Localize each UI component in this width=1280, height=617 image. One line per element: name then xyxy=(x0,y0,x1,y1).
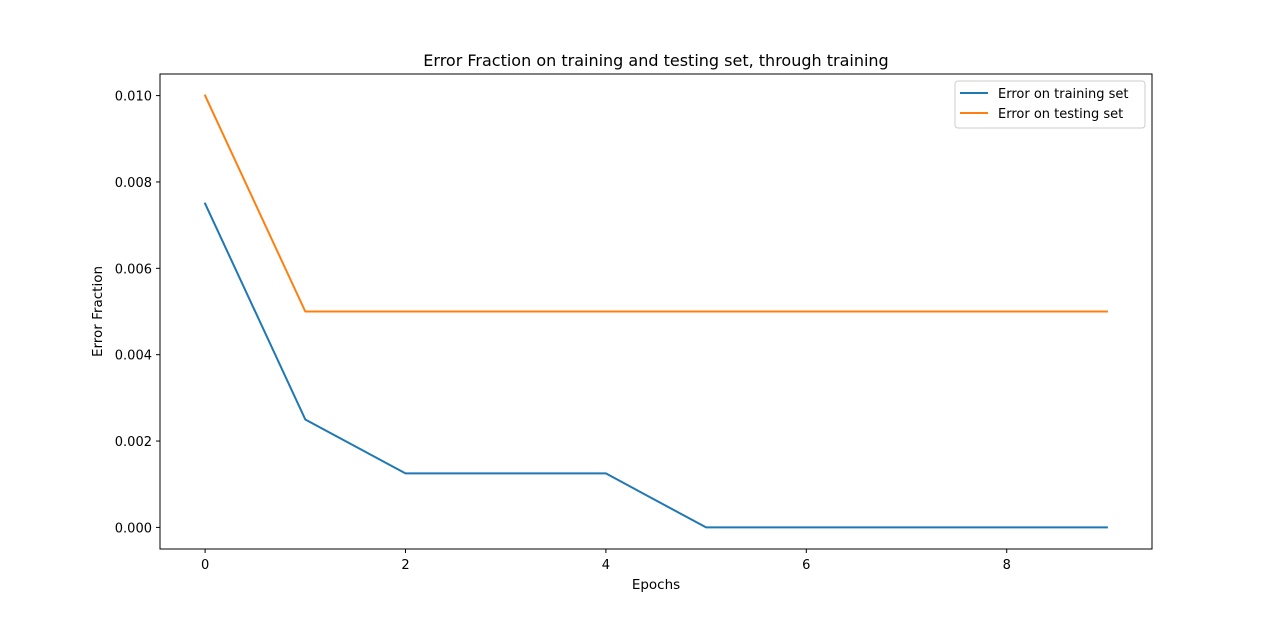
x-tick-label: 4 xyxy=(602,558,610,573)
x-tick-label: 0 xyxy=(201,558,209,573)
x-tick-label: 8 xyxy=(1003,558,1011,573)
x-axis-ticks: 0 2 4 6 8 xyxy=(201,549,1011,573)
x-tick-label: 2 xyxy=(401,558,409,573)
legend-label: Error on training set xyxy=(998,87,1129,102)
y-tick-label: 0.004 xyxy=(115,349,152,364)
y-tick-label: 0.000 xyxy=(115,521,152,536)
legend-label: Error on testing set xyxy=(998,107,1123,122)
plot-area xyxy=(203,94,1108,529)
axes-frame xyxy=(159,73,1153,550)
y-tick-label: 0.002 xyxy=(115,435,152,450)
y-tick-label: 0.006 xyxy=(115,262,152,277)
x-tick-label: 6 xyxy=(802,558,810,573)
y-axis-label: Error Fraction xyxy=(90,266,106,357)
y-tick-label: 0.010 xyxy=(115,90,152,105)
y-tick-label: 0.008 xyxy=(115,176,152,191)
series-line-training xyxy=(203,202,1108,529)
series-line-testing xyxy=(203,94,1108,313)
y-axis-ticks: 0.000 0.002 0.004 0.006 0.008 0.010 xyxy=(115,90,160,536)
legend-box xyxy=(954,80,1146,129)
chart-title: Error Fraction on training and testing s… xyxy=(423,51,888,70)
x-axis-label: Epochs xyxy=(632,577,680,593)
legend: Error on training set Error on testing se… xyxy=(954,80,1146,129)
